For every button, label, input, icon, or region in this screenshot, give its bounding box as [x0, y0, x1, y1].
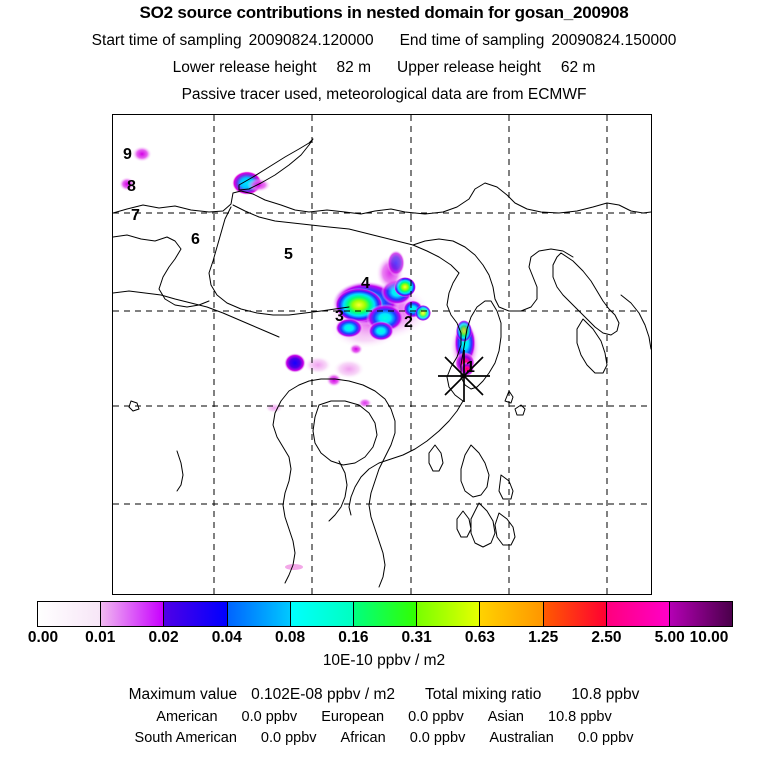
- end-time-value: 20090824.150000: [551, 32, 677, 49]
- colorbar-band-0: [38, 602, 102, 626]
- lower-height-value: 82 m: [336, 59, 371, 76]
- colorbar-band-6: [417, 602, 481, 626]
- colorbar-tick-0.16: 0.16: [338, 629, 369, 646]
- stats-row-totals: Maximum value 0.102E-08 ppbv / m2 Total mi…: [0, 686, 768, 704]
- trajectory-label-6: 6: [191, 231, 200, 248]
- release-height-line: Lower release height 82 m Upper release he…: [0, 59, 768, 77]
- region-label-american: American: [156, 709, 218, 725]
- colorbar-tick-0.63: 0.63: [464, 629, 495, 646]
- colorbar[interactable]: [37, 601, 733, 627]
- sampling-time-line: Start time of sampling 20090824.120000 End…: [0, 32, 768, 50]
- region-label-african: African: [340, 730, 386, 746]
- colorbar-band-8: [543, 602, 607, 626]
- colorbar-tick-0.04: 0.04: [211, 629, 242, 646]
- max-value-label: Maximum value: [128, 686, 238, 703]
- lower-height-label: Lower release height: [172, 59, 317, 76]
- region-value-american: 0.0 ppbv: [241, 709, 298, 725]
- region-value-african: 0.0 ppbv: [409, 730, 466, 746]
- total-mixing-ratio-label: Total mixing ratio: [425, 686, 542, 703]
- colorbar-tick-0.00: 0.00: [27, 629, 59, 646]
- trajectory-label-8: 8: [127, 178, 136, 195]
- colorbar-band-7: [480, 602, 544, 626]
- colorbar-tick-0.01: 0.01: [85, 629, 116, 646]
- colorbar-band-1: [101, 602, 165, 626]
- colorbar-tick-2.50: 2.50: [591, 629, 622, 646]
- region-label-asian: Asian: [487, 709, 524, 725]
- trajectory-label-1: 1: [466, 359, 475, 376]
- trajectory-label-7: 7: [131, 207, 140, 224]
- colorbar-tick-0.02: 0.02: [148, 629, 179, 646]
- region-value-south-american: 0.0 ppbv: [260, 730, 317, 746]
- colorbar-tick-labels: 0.00 0.01 0.02 0.04 0.08 0.16 0.31 0.63 1.25 2.50…: [0, 629, 768, 651]
- tracer-note: Passive tracer used, meteorological data…: [181, 86, 587, 103]
- receptor-asterisk-marker: [438, 350, 490, 402]
- colorbar-band-4: [290, 602, 354, 626]
- colorbar-tick-0.08: 0.08: [274, 629, 306, 646]
- statistics-footer: Maximum value 0.102E-08 ppbv / m2 Total mi…: [0, 686, 768, 746]
- max-value-value: 0.102E-08 ppbv / m2: [251, 686, 396, 703]
- upper-height-value: 62 m: [560, 59, 596, 76]
- colorbar-band-2: [164, 602, 228, 626]
- region-value-european: 0.0 ppbv: [408, 709, 464, 725]
- map-coastlines-and-graticule: [113, 115, 651, 594]
- stats-row-regions-1: American 0.0 ppbv European 0.0 ppbv Asian 10.…: [0, 709, 768, 725]
- end-time-label: End time of sampling: [399, 32, 545, 49]
- trajectory-label-2: 2: [404, 314, 413, 331]
- colorbar-tick-5.00: 5.00: [654, 629, 685, 646]
- colorbar-unit-label: 10E-10 ppbv / m2: [322, 652, 446, 669]
- colorbar-band-5: [353, 602, 418, 626]
- region-value-asian: 10.8 ppbv: [548, 709, 612, 725]
- colorbar-band-9: [606, 602, 670, 626]
- stats-row-regions-2: South American 0.0 ppbv African 0.0 ppbv Aus…: [0, 730, 768, 746]
- start-time-label: Start time of sampling: [91, 32, 242, 49]
- colorbar-band-3: [227, 602, 291, 626]
- start-time-value: 20090824.120000: [248, 32, 374, 49]
- graticule-gridlines: [113, 115, 651, 594]
- region-label-european: European: [321, 709, 385, 725]
- colorbar-tick-0.31: 0.31: [401, 629, 432, 646]
- trajectory-label-5: 5: [284, 246, 293, 263]
- region-label-australian: Australian: [489, 730, 554, 746]
- page-title: SO2 source contributions in nested domai…: [139, 3, 629, 22]
- coastline-paths: [113, 138, 651, 588]
- region-value-australian: 0.0 ppbv: [577, 730, 634, 746]
- trajectory-label-4: 4: [361, 275, 370, 292]
- total-mixing-ratio-value: 10.8 ppbv: [571, 686, 640, 703]
- colorbar-tick-10.00: 10.00: [689, 629, 729, 646]
- colorbar-band-10: [669, 602, 733, 626]
- region-label-south-american: South American: [134, 730, 237, 746]
- trajectory-label-3: 3: [335, 308, 344, 325]
- trajectory-label-9: 9: [123, 146, 132, 163]
- colorbar-tick-1.25: 1.25: [528, 629, 559, 646]
- upper-height-label: Upper release height: [397, 59, 541, 76]
